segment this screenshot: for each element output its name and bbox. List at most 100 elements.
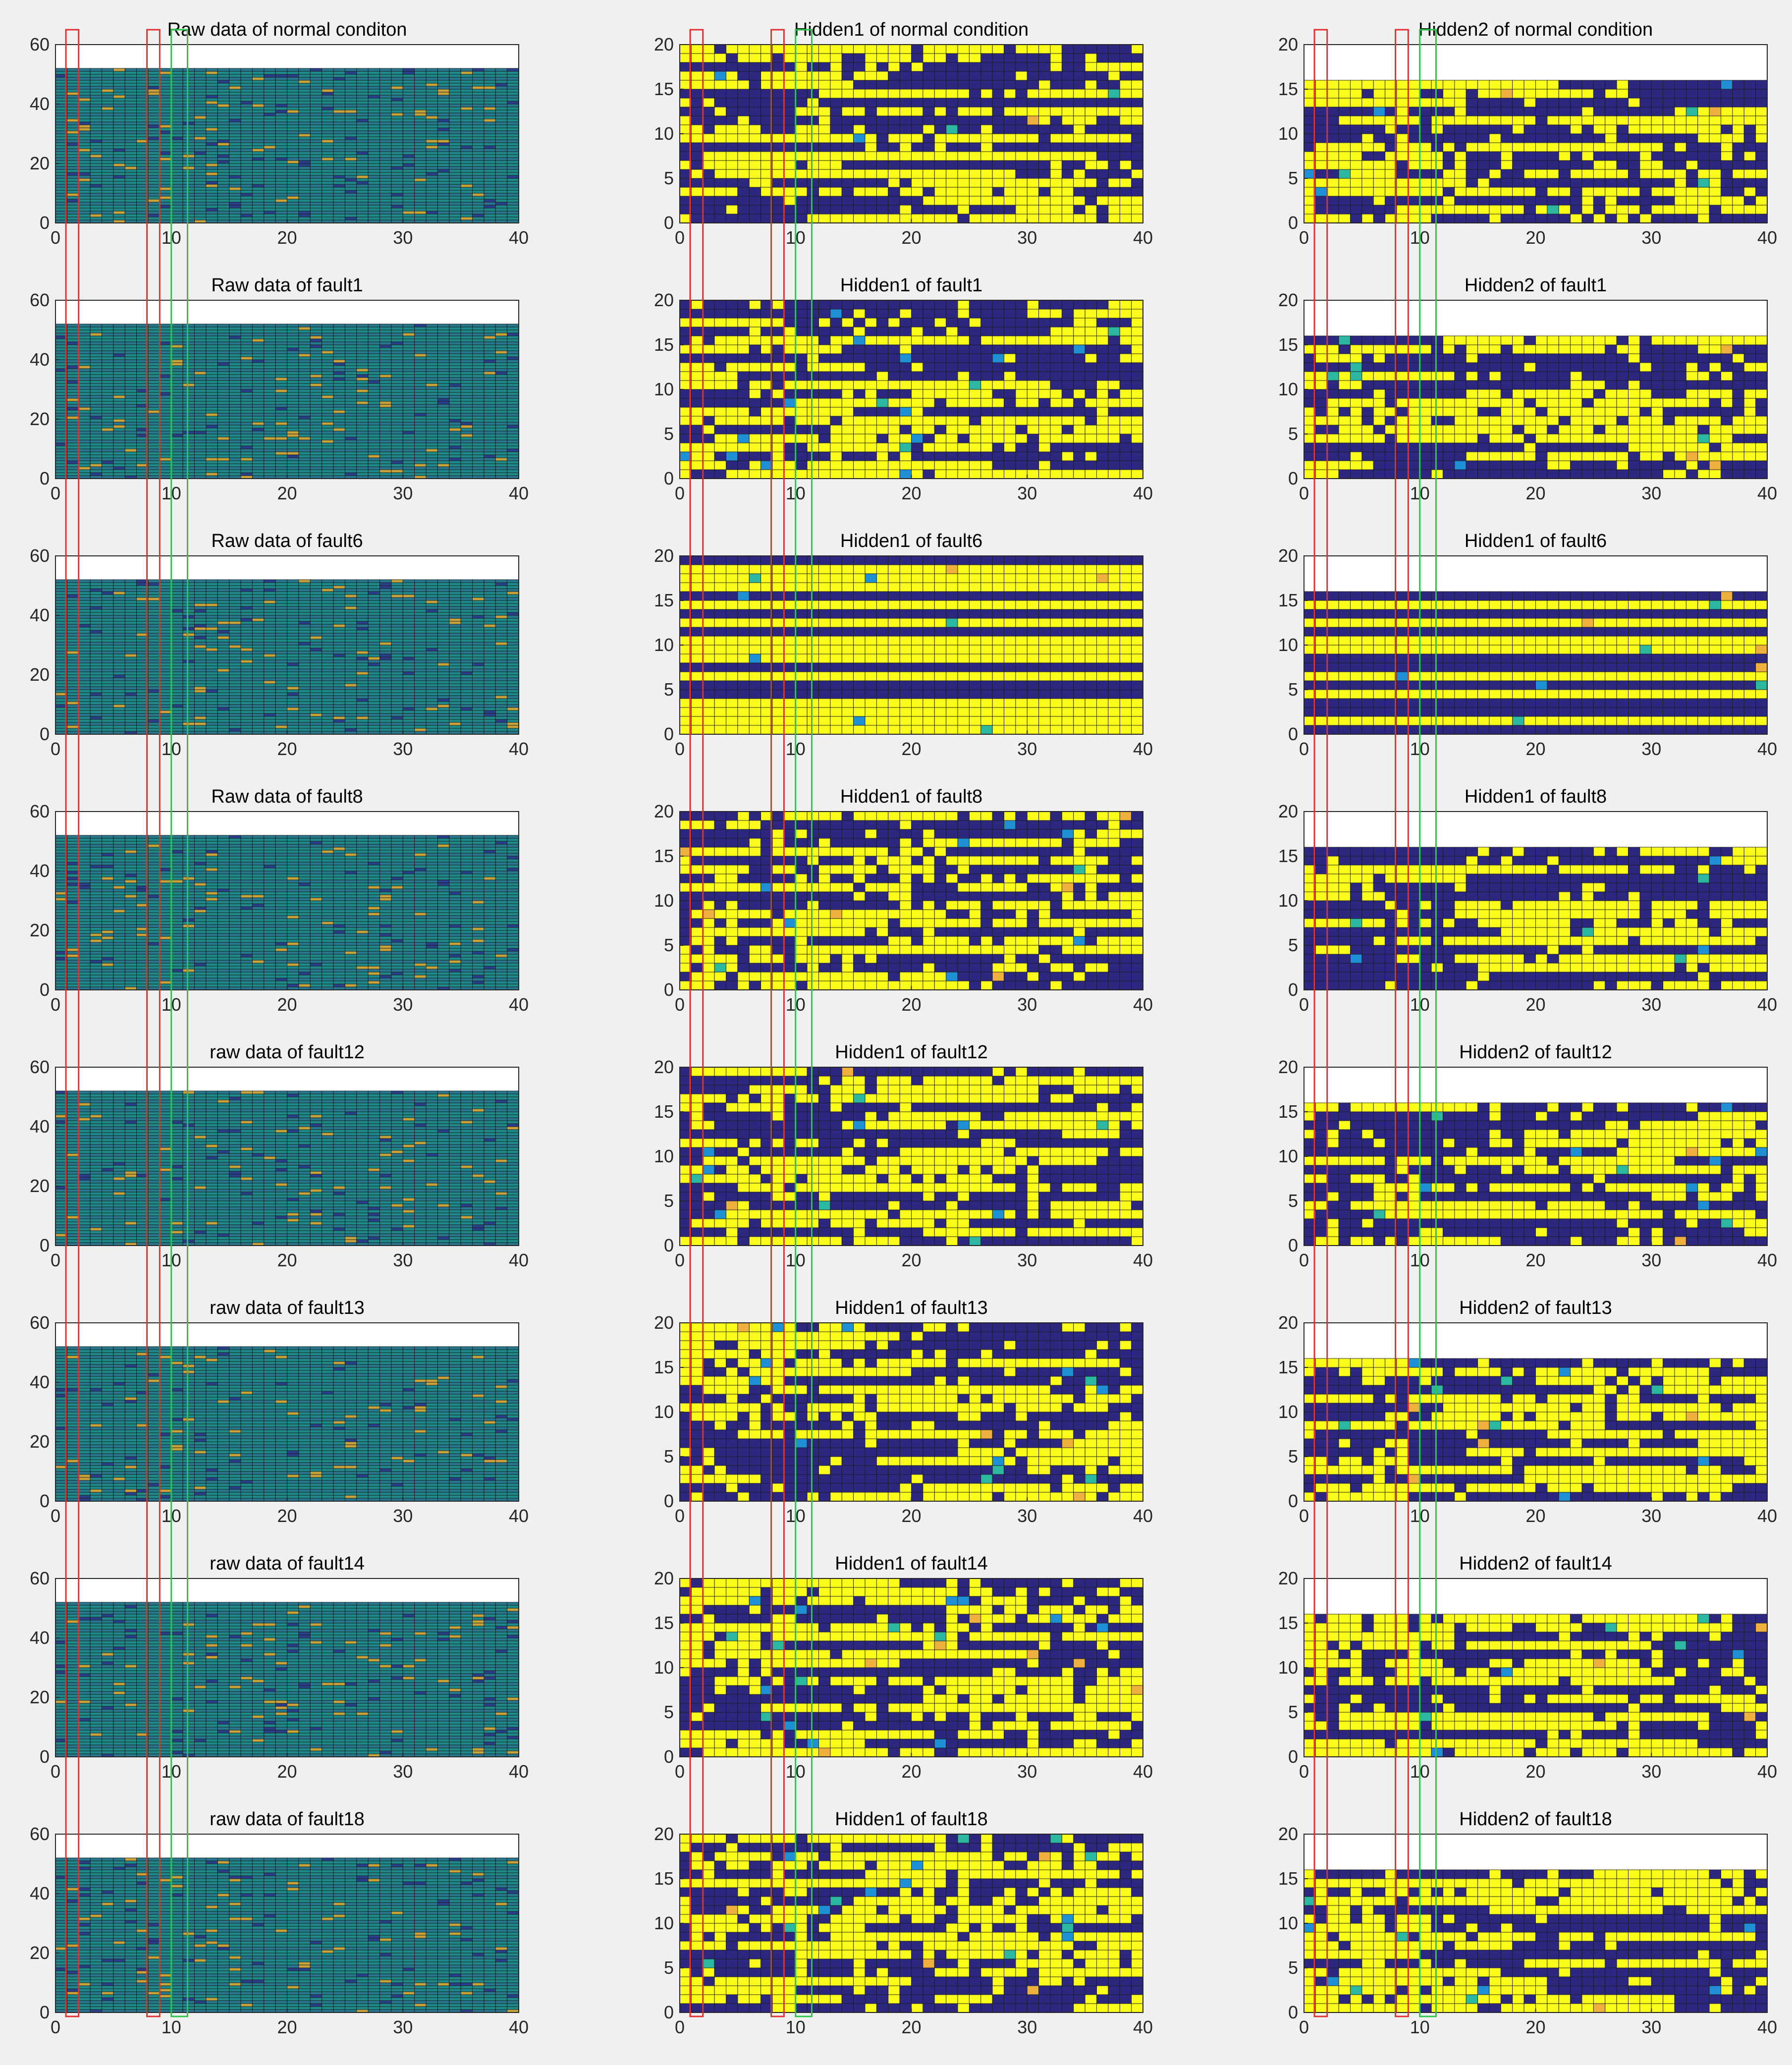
heatmap-cell bbox=[507, 155, 519, 158]
heatmap-cell bbox=[437, 455, 449, 458]
heatmap-cell bbox=[102, 196, 113, 199]
heatmap-cell bbox=[900, 169, 911, 178]
heatmap-cell bbox=[415, 395, 426, 398]
heatmap-cell bbox=[1062, 169, 1073, 178]
heatmap-cell bbox=[287, 166, 299, 169]
heatmap-cell bbox=[1455, 214, 1466, 223]
heatmap-cell bbox=[217, 428, 229, 431]
heatmap-cell bbox=[380, 187, 391, 190]
heatmap-cell bbox=[102, 71, 113, 74]
heatmap-cell bbox=[160, 419, 171, 422]
heatmap-cell bbox=[195, 178, 206, 181]
heatmap-cell bbox=[79, 404, 90, 407]
heatmap-cell bbox=[507, 431, 519, 434]
heatmap-cell bbox=[507, 440, 519, 443]
heatmap-cell bbox=[310, 68, 322, 71]
heatmap-cell bbox=[160, 110, 171, 113]
heatmap-cell bbox=[148, 143, 160, 146]
heatmap-cell bbox=[495, 434, 507, 437]
heatmap-cell bbox=[264, 440, 275, 443]
heatmap-cell bbox=[333, 383, 345, 386]
heatmap-cell bbox=[1062, 205, 1073, 214]
heatmap-cell bbox=[1362, 187, 1373, 196]
heatmap-cell bbox=[67, 443, 78, 446]
x-tick-label: 20 bbox=[277, 227, 297, 248]
heatmap-cell bbox=[67, 458, 78, 461]
heatmap-cell bbox=[1686, 187, 1697, 196]
heatmap-cell bbox=[125, 86, 136, 89]
heatmap-cell bbox=[1108, 116, 1120, 125]
heatmap-cell bbox=[403, 464, 414, 467]
heatmap-cell bbox=[437, 158, 449, 161]
heatmap-cell bbox=[67, 110, 78, 113]
heatmap-cell bbox=[67, 422, 78, 425]
heatmap-cell bbox=[495, 190, 507, 193]
heatmap-cell bbox=[854, 89, 865, 98]
heatmap-cell bbox=[90, 68, 102, 71]
heatmap-cell bbox=[229, 422, 241, 425]
heatmap-cell bbox=[449, 80, 461, 83]
heatmap-cell bbox=[241, 217, 252, 220]
heatmap-cell bbox=[969, 54, 980, 62]
heatmap-cell bbox=[345, 467, 356, 470]
heatmap-cell bbox=[691, 125, 703, 134]
heatmap-cell bbox=[125, 425, 136, 428]
heatmap-cell bbox=[495, 137, 507, 140]
heatmap-cell bbox=[1362, 196, 1373, 205]
heatmap-cell bbox=[738, 196, 749, 205]
heatmap-cell bbox=[1698, 205, 1709, 214]
heatmap-cell bbox=[461, 181, 472, 184]
heatmap-cell bbox=[934, 116, 946, 125]
heatmap-cell bbox=[171, 458, 183, 461]
heatmap-cell bbox=[125, 134, 136, 137]
heatmap-cell bbox=[171, 101, 183, 104]
heatmap-cell bbox=[67, 146, 78, 149]
heatmap-cell bbox=[507, 131, 519, 134]
heatmap-cell bbox=[322, 86, 333, 89]
heatmap-cell bbox=[299, 184, 310, 187]
heatmap-cell bbox=[310, 443, 322, 446]
heatmap-cell bbox=[1362, 205, 1373, 214]
heatmap-cell bbox=[345, 68, 356, 71]
heatmap-cell bbox=[275, 86, 287, 89]
heatmap-cell bbox=[357, 458, 368, 461]
heatmap-cell bbox=[403, 214, 414, 217]
heatmap-cell bbox=[738, 89, 749, 98]
heatmap-cell bbox=[380, 208, 391, 211]
heatmap-cell bbox=[310, 449, 322, 452]
heatmap-cell bbox=[79, 86, 90, 89]
heatmap-cell bbox=[333, 152, 345, 155]
heatmap-cell bbox=[264, 107, 275, 110]
heatmap-cell bbox=[380, 113, 391, 116]
heatmap-cell bbox=[195, 413, 206, 416]
heatmap-cell bbox=[1733, 196, 1744, 205]
heatmap-cell bbox=[1675, 98, 1686, 107]
heatmap-cell bbox=[461, 161, 472, 163]
heatmap-cell bbox=[865, 152, 876, 161]
heatmap-cell bbox=[368, 437, 380, 440]
heatmap-cell bbox=[195, 407, 206, 410]
heatmap-cell bbox=[241, 101, 252, 104]
heatmap-cell bbox=[461, 452, 472, 455]
heatmap-cell bbox=[380, 205, 391, 208]
heatmap-cell bbox=[992, 196, 1004, 205]
heatmap-cell bbox=[1039, 80, 1050, 89]
heatmap-cell bbox=[195, 152, 206, 155]
heatmap-cell bbox=[206, 131, 217, 134]
heatmap-cell bbox=[287, 155, 299, 158]
heatmap-cell bbox=[183, 440, 194, 443]
heatmap-cell bbox=[299, 95, 310, 98]
heatmap-cell bbox=[1593, 214, 1605, 223]
heatmap-cell bbox=[322, 107, 333, 110]
heatmap-cell bbox=[437, 128, 449, 131]
heatmap-cell bbox=[981, 196, 992, 205]
heatmap-cell bbox=[299, 404, 310, 407]
heatmap-cell bbox=[403, 458, 414, 461]
heatmap-cell bbox=[125, 386, 136, 389]
heatmap-cell bbox=[437, 383, 449, 386]
heatmap-cell bbox=[333, 205, 345, 208]
heatmap-cell bbox=[934, 152, 946, 161]
heatmap-cell bbox=[1327, 152, 1339, 161]
heatmap-cell bbox=[854, 45, 865, 54]
heatmap-cell bbox=[171, 449, 183, 452]
